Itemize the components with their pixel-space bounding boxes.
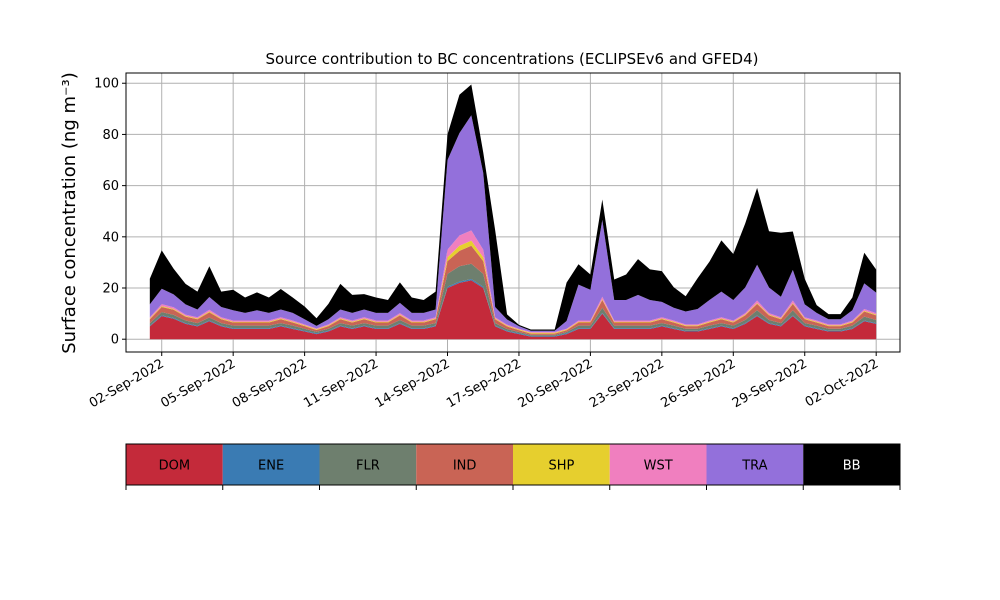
x-tick-label: 17-Sep-2022 [444,356,524,411]
x-tick-label: 14-Sep-2022 [373,356,453,411]
legend-swatch-ene [222,444,320,485]
legend-swatch-bb [803,444,900,485]
area-tra [149,115,877,333]
legend-swatch-dom [126,444,223,485]
y-tick-label: 40 [102,230,119,245]
y-tick-label: 60 [102,179,119,194]
legend-swatch-tra [706,444,804,485]
legend-label-ene: ENE [258,459,284,474]
y-tick-label: 20 [102,282,119,297]
legend-label-wst: WST [644,459,673,474]
y-tick-label: 0 [111,333,119,348]
legend-label-flr: FLR [356,459,380,474]
y-axis-title: Surface concentration (ng m⁻³) [59,72,80,354]
area-dom [149,280,877,340]
legend-label-tra: TRA [741,459,767,474]
x-tick-label: 29-Sep-2022 [730,356,810,411]
x-tick-label: 05-Sep-2022 [158,356,238,411]
legend-label-bb: BB [843,459,861,474]
legend-label-shp: SHP [548,459,574,474]
chart-title: Source contribution to BC concentrations… [265,50,758,68]
y-tick-label: 100 [94,77,119,92]
area-bb [149,84,877,331]
x-tick-label: 23-Sep-2022 [587,356,667,411]
legend-swatch-wst [609,444,707,485]
legend-swatch-shp [513,444,610,485]
legend-swatch-ind [416,444,513,485]
plot-area: 0 20 40 60 80 100 02-Sep-202205-Sep-202208-Sep… [87,72,901,411]
legend: DOM ENE FLR IND SHP WST TRA BB [125,443,901,490]
x-tick-label: 20-Sep-2022 [516,356,596,411]
y-tick-label: 80 [102,128,119,143]
legend-label-ind: IND [453,459,477,474]
x-tick-label: 02-Oct-2022 [803,356,881,410]
legend-swatch-flr [319,444,417,485]
x-tick-label: 26-Sep-2022 [658,356,738,411]
axes-frame [125,72,901,353]
x-tick-label: 08-Sep-2022 [230,356,310,411]
legend-label-dom: DOM [159,459,190,474]
x-tick-label: 02-Sep-2022 [87,356,167,411]
x-tick-label: 11-Sep-2022 [301,356,381,411]
